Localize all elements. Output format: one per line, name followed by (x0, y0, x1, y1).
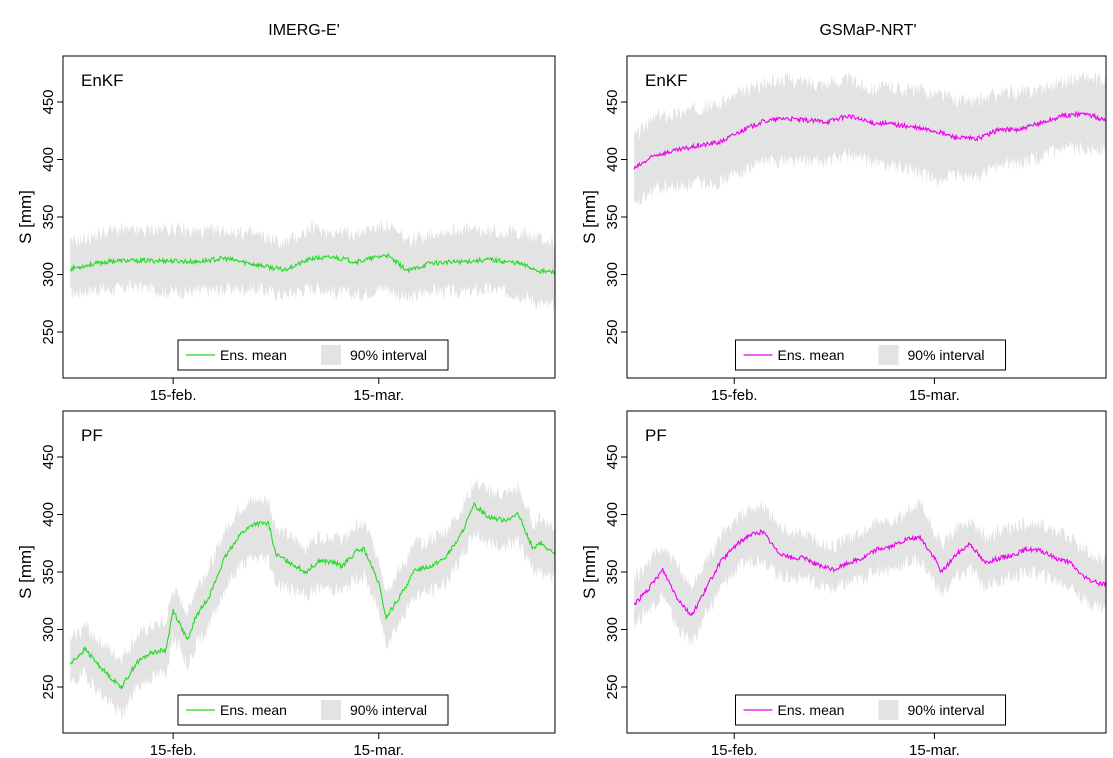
y-tick-label: 400 (604, 502, 621, 527)
interval-band (634, 498, 1106, 648)
column-title-gsmap: GSMaP-NRT' (820, 22, 917, 39)
y-axis-label: S [mm] (580, 190, 599, 244)
interval-band (634, 71, 1106, 209)
legend: Ens. mean 90% interval (177, 694, 449, 726)
legend-band-label: 90% interval (908, 347, 985, 363)
interval-band (70, 477, 556, 722)
panel-label: PF (645, 426, 667, 445)
legend-band-label: 90% interval (350, 702, 427, 718)
x-tick-label: 15-mar. (909, 742, 960, 758)
y-axis-label: S [mm] (580, 545, 599, 599)
legend-mean-label: Ens. mean (778, 702, 845, 718)
y-tick-label: 250 (604, 674, 621, 699)
plot-frame (62, 55, 556, 379)
x-tick-label: 15-mar. (909, 387, 960, 404)
legend-mean-label: Ens. mean (220, 347, 287, 363)
y-axis-label: S [mm] (16, 545, 35, 599)
mean-line (69, 252, 556, 276)
x-tick-label: 15-mar. (353, 387, 404, 404)
y-tick-label: 300 (604, 262, 621, 287)
y-tick-label: 350 (604, 204, 621, 229)
y-tick-label: 350 (40, 204, 57, 229)
legend-band-swatch (878, 345, 899, 365)
legend: Ens. mean 90% interval (735, 339, 1006, 371)
panel-label: EnKF (645, 71, 688, 90)
y-tick-label: 250 (40, 319, 57, 344)
panel-label: PF (81, 426, 103, 445)
y-tick-label: 300 (40, 262, 57, 287)
panel-gsmap-pf: PF 250 300 350 400 450 S [mm] 15-feb. 15-mar. Ens… (580, 410, 1107, 758)
y-tick-label: 450 (40, 89, 57, 114)
x-tick-label: 15-feb. (150, 387, 197, 404)
interval-band (70, 217, 556, 315)
y-tick-label: 350 (604, 559, 621, 584)
x-tick-label: 15-feb. (711, 387, 758, 404)
panel-imerg-enkf: EnKF 250 300 350 400 450 S [mm] 15-feb. 15-mar. E… (16, 55, 556, 404)
column-title-imerg: IMERG-E' (268, 22, 340, 39)
y-tick-label: 400 (40, 502, 57, 527)
x-tick-label: 15-feb. (150, 742, 197, 758)
legend-band-label: 90% interval (908, 702, 985, 718)
y-tick-label: 250 (40, 674, 57, 699)
panel-label: EnKF (81, 71, 124, 90)
legend-band-swatch (321, 345, 341, 365)
y-tick-label: 450 (604, 444, 621, 469)
y-tick-label: 350 (40, 559, 57, 584)
y-axis-label: S [mm] (16, 190, 35, 244)
legend: Ens. mean 90% interval (177, 339, 449, 371)
legend-band-swatch (321, 700, 341, 720)
legend-box (177, 694, 449, 726)
legend: Ens. mean 90% interval (735, 694, 1006, 726)
mean-line (633, 110, 1107, 170)
y-tick-label: 400 (604, 147, 621, 172)
legend-box (735, 694, 1006, 726)
mean-line (633, 529, 1107, 617)
y-tick-label: 300 (604, 617, 621, 642)
y-tick-label: 400 (40, 147, 57, 172)
mean-line (69, 501, 556, 690)
y-tick-label: 450 (40, 444, 57, 469)
panel-imerg-pf: PF 250 300 350 400 450 S [mm] 15-feb. 15-mar. Ens… (16, 410, 556, 758)
legend-band-label: 90% interval (350, 347, 427, 363)
legend-box (735, 339, 1006, 371)
y-tick-label: 450 (604, 89, 621, 114)
x-tick-label: 15-feb. (711, 742, 758, 758)
legend-mean-label: Ens. mean (778, 347, 845, 363)
legend-mean-label: Ens. mean (220, 702, 287, 718)
legend-band-swatch (878, 700, 899, 720)
x-tick-label: 15-mar. (353, 742, 404, 758)
legend-box (177, 339, 449, 371)
panel-gsmap-enkf: EnKF 250 300 350 400 450 S [mm] 15-feb. 15-mar. E… (580, 55, 1107, 404)
y-tick-label: 250 (604, 319, 621, 344)
y-tick-label: 300 (40, 617, 57, 642)
